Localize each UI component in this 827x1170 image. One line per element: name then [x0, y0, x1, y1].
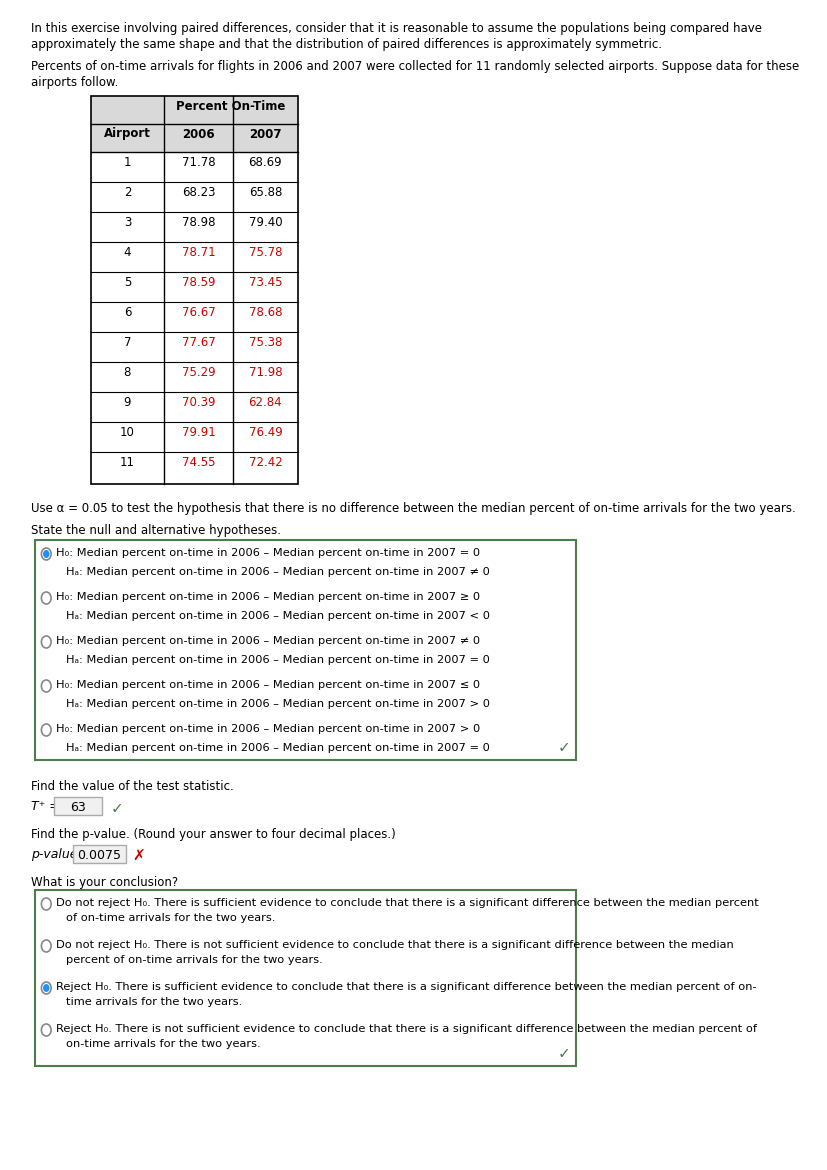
Bar	[54, 797, 103, 815]
Text: 2: 2	[123, 186, 131, 200]
Circle shape	[41, 592, 51, 604]
Text: 79.91: 79.91	[181, 427, 215, 440]
Text: 75.78: 75.78	[248, 247, 282, 260]
Text: 79.40: 79.40	[248, 216, 282, 229]
Text: 63: 63	[70, 801, 86, 814]
Text: 78.68: 78.68	[248, 307, 282, 319]
Text: In this exercise involving paired differences, consider that it is reasonable to: In this exercise involving paired differ…	[31, 22, 761, 35]
Circle shape	[43, 984, 50, 992]
Text: p-value =: p-value =	[31, 848, 96, 861]
Text: H₀: Median percent on-time in 2006 – Median percent on-time in 2007 ≤ 0: H₀: Median percent on-time in 2006 – Med…	[56, 680, 480, 690]
Text: of on-time arrivals for the two years.: of on-time arrivals for the two years.	[65, 913, 275, 923]
Text: Hₐ: Median percent on-time in 2006 – Median percent on-time in 2007 > 0: Hₐ: Median percent on-time in 2006 – Med…	[65, 698, 489, 709]
Bar	[35, 541, 576, 761]
Text: 6: 6	[123, 307, 131, 319]
Text: 0.0075: 0.0075	[78, 849, 122, 862]
Text: percent of on-time arrivals for the two years.: percent of on-time arrivals for the two …	[65, 955, 322, 965]
Text: 71.78: 71.78	[181, 157, 215, 170]
Circle shape	[41, 636, 51, 648]
Text: 10: 10	[120, 427, 135, 440]
Text: Hₐ: Median percent on-time in 2006 – Median percent on-time in 2007 = 0: Hₐ: Median percent on-time in 2006 – Med…	[65, 655, 489, 665]
Text: 4: 4	[123, 247, 131, 260]
Text: ✓: ✓	[557, 741, 570, 756]
Text: approximately the same shape and that the distribution of paired differences is : approximately the same shape and that th…	[31, 37, 661, 51]
Circle shape	[41, 899, 51, 910]
Text: 2007: 2007	[249, 128, 281, 140]
Text: Airport: Airport	[104, 128, 151, 140]
Text: Use α = 0.05 to test the hypothesis that there is no difference between the medi: Use α = 0.05 to test the hypothesis that…	[31, 502, 795, 515]
Text: 73.45: 73.45	[248, 276, 282, 289]
Bar	[91, 96, 298, 484]
Text: Hₐ: Median percent on-time in 2006 – Median percent on-time in 2007 = 0: Hₐ: Median percent on-time in 2006 – Med…	[65, 743, 489, 753]
Text: 1: 1	[123, 157, 131, 170]
Text: Find the value of the test statistic.: Find the value of the test statistic.	[31, 780, 233, 793]
Text: 8: 8	[123, 366, 131, 379]
Circle shape	[41, 548, 51, 560]
Text: 76.67: 76.67	[181, 307, 215, 319]
Text: 11: 11	[120, 456, 135, 469]
Text: H₀: Median percent on-time in 2006 – Median percent on-time in 2007 = 0: H₀: Median percent on-time in 2006 – Med…	[56, 548, 480, 558]
Text: Do not reject H₀. There is not sufficient evidence to conclude that there is a s: Do not reject H₀. There is not sufficien…	[56, 940, 733, 950]
Text: 78.98: 78.98	[181, 216, 215, 229]
Text: T⁺ =: T⁺ =	[31, 800, 64, 813]
Text: Do not reject H₀. There is sufficient evidence to conclude that there is a signi: Do not reject H₀. There is sufficient ev…	[56, 899, 758, 908]
Text: 68.69: 68.69	[248, 157, 282, 170]
Text: ✓: ✓	[557, 1046, 570, 1061]
Text: 68.23: 68.23	[181, 186, 215, 200]
Text: Hₐ: Median percent on-time in 2006 – Median percent on-time in 2007 < 0: Hₐ: Median percent on-time in 2006 – Med…	[65, 611, 489, 621]
Text: 3: 3	[123, 216, 131, 229]
Circle shape	[41, 982, 51, 994]
Text: Percent On-Time: Percent On-Time	[176, 99, 285, 112]
Bar	[73, 845, 126, 863]
Text: Reject H₀. There is sufficient evidence to conclude that there is a significant : Reject H₀. There is sufficient evidence …	[56, 982, 756, 992]
Text: 78.71: 78.71	[181, 247, 215, 260]
Text: 2006: 2006	[182, 128, 214, 140]
Text: 7: 7	[123, 337, 131, 350]
Bar	[91, 96, 298, 152]
Text: 75.38: 75.38	[248, 337, 282, 350]
Circle shape	[43, 550, 50, 558]
Text: H₀: Median percent on-time in 2006 – Median percent on-time in 2007 ≠ 0: H₀: Median percent on-time in 2006 – Med…	[56, 636, 480, 646]
Circle shape	[41, 940, 51, 952]
Text: H₀: Median percent on-time in 2006 – Median percent on-time in 2007 > 0: H₀: Median percent on-time in 2006 – Med…	[56, 724, 480, 734]
Text: 75.29: 75.29	[181, 366, 215, 379]
Text: Percents of on-time arrivals for flights in 2006 and 2007 were collected for 11 : Percents of on-time arrivals for flights…	[31, 60, 798, 73]
Text: State the null and alternative hypotheses.: State the null and alternative hypothese…	[31, 524, 280, 537]
Text: 71.98: 71.98	[248, 366, 282, 379]
Text: What is your conclusion?: What is your conclusion?	[31, 876, 178, 889]
Text: 70.39: 70.39	[181, 397, 215, 410]
Circle shape	[41, 680, 51, 691]
Bar	[35, 890, 576, 1066]
Text: 65.88: 65.88	[248, 186, 282, 200]
Text: Reject H₀. There is not sufficient evidence to conclude that there is a signific: Reject H₀. There is not sufficient evide…	[56, 1024, 756, 1034]
Text: Find the p-value. (Round your answer to four decimal places.): Find the p-value. (Round your answer to …	[31, 828, 395, 841]
Text: airports follow.: airports follow.	[31, 76, 118, 89]
Text: 62.84: 62.84	[248, 397, 282, 410]
Text: on-time arrivals for the two years.: on-time arrivals for the two years.	[65, 1039, 260, 1049]
Circle shape	[41, 1024, 51, 1035]
Text: 5: 5	[123, 276, 131, 289]
Text: 77.67: 77.67	[181, 337, 215, 350]
Text: H₀: Median percent on-time in 2006 – Median percent on-time in 2007 ≥ 0: H₀: Median percent on-time in 2006 – Med…	[56, 592, 480, 603]
Text: 9: 9	[123, 397, 131, 410]
Text: ✗: ✗	[132, 849, 145, 863]
Text: 72.42: 72.42	[248, 456, 282, 469]
Text: ✓: ✓	[110, 801, 123, 815]
Text: Hₐ: Median percent on-time in 2006 – Median percent on-time in 2007 ≠ 0: Hₐ: Median percent on-time in 2006 – Med…	[65, 567, 489, 577]
Text: 76.49: 76.49	[248, 427, 282, 440]
Text: time arrivals for the two years.: time arrivals for the two years.	[65, 997, 241, 1007]
Text: 78.59: 78.59	[181, 276, 215, 289]
Text: 74.55: 74.55	[181, 456, 215, 469]
Circle shape	[41, 724, 51, 736]
